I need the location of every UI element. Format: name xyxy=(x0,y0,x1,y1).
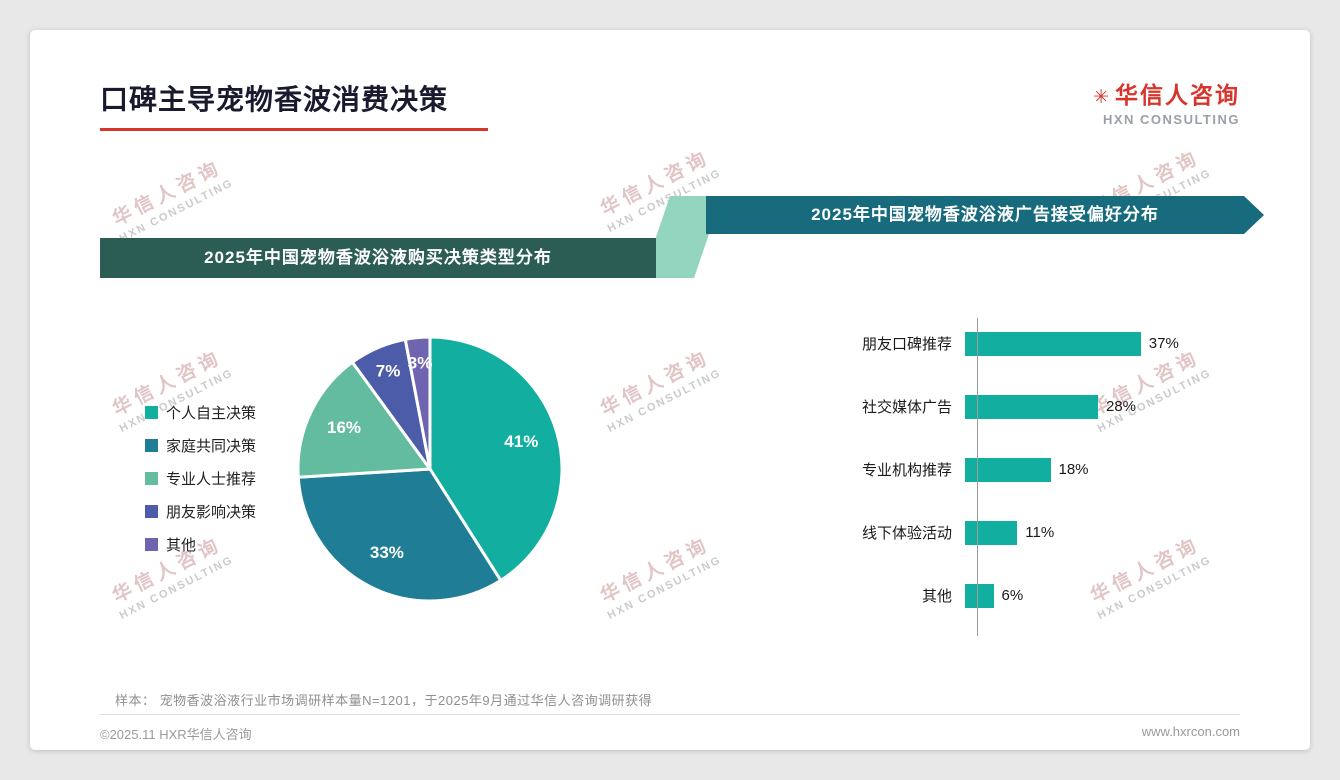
pie-slice-label: 16% xyxy=(327,418,361,437)
bar xyxy=(965,394,1098,419)
logo-wordmark: ✳ 华信人咨询 xyxy=(1093,76,1240,110)
legend-item: 专业人士推荐 xyxy=(145,468,256,489)
legend-swatch xyxy=(145,406,158,419)
bar-value-label: 37% xyxy=(1148,335,1179,352)
legend-label: 个人自主决策 xyxy=(166,405,257,422)
bar-category-label: 其他 xyxy=(921,588,952,605)
logo-zh: 华信人咨询 xyxy=(1115,82,1240,108)
pie-slice-label: 33% xyxy=(370,543,404,562)
bar-axis-line xyxy=(977,318,978,636)
bar-category-label: 社交媒体广告 xyxy=(861,399,952,416)
pie-slice-label: 41% xyxy=(504,432,538,451)
legend-label: 专业人士推荐 xyxy=(166,471,257,488)
bar-rows: 朋友口碑推荐 37% 社交媒体广告 28% 专业机构推荐 18% 线下体验活动 11% 其他 6% xyxy=(805,312,1265,627)
legend-item: 家庭共同决策 xyxy=(145,435,256,456)
footer: ©2025.11 HXR华信人咨询 www.hxrcon.com xyxy=(100,714,1240,743)
bar-row: 专业机构推荐 18% xyxy=(805,438,1265,501)
pie-slice-label: 3% xyxy=(408,353,433,372)
bar xyxy=(965,583,994,608)
bar-row: 社交媒体广告 28% xyxy=(805,375,1265,438)
logo: ✳ 华信人咨询 HXN CONSULTING xyxy=(1093,76,1240,127)
bar-chart: 朋友口碑推荐 37% 社交媒体广告 28% 专业机构推荐 18% 线下体验活动 11% 其他 6% xyxy=(805,312,1265,642)
bar-category-label: 朋友口碑推荐 xyxy=(861,336,952,353)
title-underline xyxy=(100,128,488,131)
bar-category-label: 线下体验活动 xyxy=(861,525,952,542)
pie-chart: 41% 33% 16% 7% 3% xyxy=(296,335,564,603)
footer-copyright: ©2025.11 HXR华信人咨询 xyxy=(100,727,252,742)
bar xyxy=(965,457,1051,482)
footer-website-link[interactable]: www.hxrcon.com xyxy=(1141,724,1240,739)
pie-slice xyxy=(296,467,503,603)
pie-chart-title-banner: 2025年中国宠物香波浴液购买决策类型分布 xyxy=(100,238,656,278)
legend-swatch xyxy=(145,538,158,551)
bar-value-label: 11% xyxy=(1025,524,1055,541)
legend-item: 个人自主决策 xyxy=(145,402,256,423)
legend-item: 朋友影响决策 xyxy=(145,501,256,522)
legend-item: 其他 xyxy=(145,534,256,555)
slide-card: 华信人咨询 HXN CONSULTING 华信人咨询 HXN CONSULTING 华信… xyxy=(30,30,1310,750)
legend-label: 朋友影响决策 xyxy=(166,504,257,521)
bar-row: 线下体验活动 11% xyxy=(805,501,1265,564)
bar xyxy=(965,331,1141,356)
bar-row: 朋友口碑推荐 37% xyxy=(805,312,1265,375)
legend-swatch xyxy=(145,505,158,518)
bar-value-label: 18% xyxy=(1058,461,1089,478)
bar-chart-title-banner: 2025年中国宠物香波浴液广告接受偏好分布 xyxy=(706,196,1264,234)
footnote: 样本： 宠物香波浴液行业市场调研样本量N=1201，于2025年9月通过华信人咨… xyxy=(115,693,653,708)
page-title: 口碑主导宠物香波消费决策 xyxy=(100,84,449,115)
header: 口碑主导宠物香波消费决策 xyxy=(100,78,488,131)
pie-slice xyxy=(403,335,432,471)
bar-category-label: 专业机构推荐 xyxy=(861,462,952,479)
bar-row: 其他 6% xyxy=(805,564,1265,627)
bar xyxy=(965,520,1018,545)
logo-star-icon: ✳ xyxy=(1093,87,1111,108)
legend-swatch xyxy=(145,439,158,452)
legend-label: 其他 xyxy=(166,537,197,554)
pie-legend: 个人自主决策 家庭共同决策 专业人士推荐 朋友影响决策 其他 xyxy=(145,402,256,555)
pie-slice-label: 7% xyxy=(376,362,401,381)
legend-label: 家庭共同决策 xyxy=(166,438,257,455)
bar-value-label: 6% xyxy=(1001,587,1024,604)
bar-value-label: 28% xyxy=(1106,398,1137,415)
pie-slice xyxy=(296,360,432,479)
logo-en: HXN CONSULTING xyxy=(1102,112,1240,127)
legend-swatch xyxy=(145,472,158,485)
